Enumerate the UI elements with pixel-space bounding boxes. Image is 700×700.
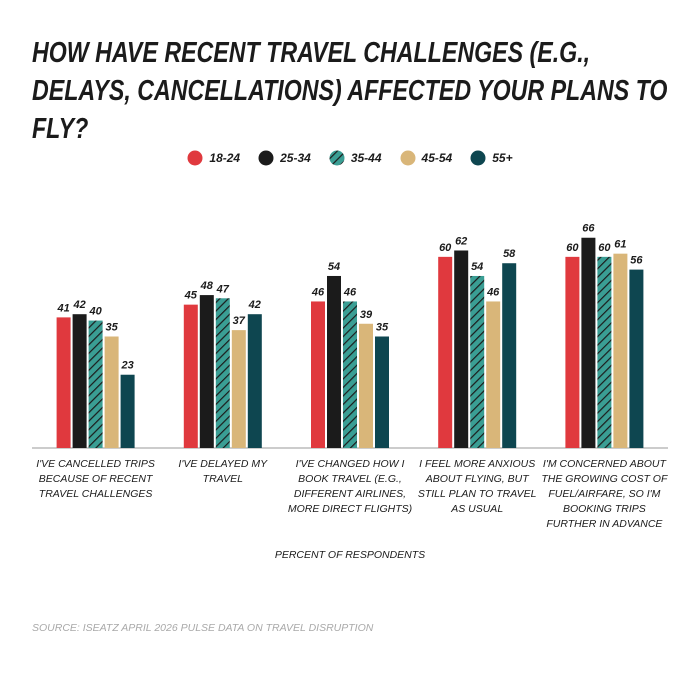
value-label: 46 bbox=[486, 286, 500, 298]
legend-marker bbox=[400, 150, 416, 166]
value-label: 60 bbox=[598, 242, 611, 254]
bar bbox=[502, 263, 517, 448]
legend-marker bbox=[329, 150, 345, 166]
value-label: 40 bbox=[88, 306, 102, 318]
legend-item: 18-24 bbox=[187, 150, 240, 166]
bar bbox=[311, 301, 325, 448]
legend-item: 55+ bbox=[470, 150, 513, 166]
value-label: 46 bbox=[311, 286, 325, 298]
bar bbox=[613, 253, 628, 448]
value-label: 37 bbox=[233, 315, 246, 327]
legend-marker-icon bbox=[329, 150, 345, 166]
bar bbox=[231, 330, 246, 448]
value-label: 42 bbox=[72, 299, 85, 311]
source-note: SOURCE: ISEATZ APRIL 2026 PULSE DATA ON … bbox=[32, 622, 374, 634]
bar bbox=[359, 323, 373, 448]
value-label: 54 bbox=[328, 261, 340, 273]
bar bbox=[486, 301, 501, 448]
value-label: 35 bbox=[105, 322, 118, 334]
legend-marker bbox=[258, 150, 274, 166]
legend-label: 45-54 bbox=[421, 151, 453, 165]
bar bbox=[56, 317, 71, 448]
bar bbox=[375, 336, 389, 448]
value-label: 66 bbox=[582, 223, 595, 235]
value-label: 45 bbox=[184, 290, 198, 302]
legend-item: 35-44 bbox=[329, 150, 382, 166]
legend-marker-icon bbox=[187, 150, 203, 166]
legend-marker-icon bbox=[400, 150, 416, 166]
x-tick-label: I'VE CHANGED HOW I BOOK TRAVEL (E.G., DI… bbox=[287, 458, 413, 515]
x-tick-label: I FEEL MORE ANXIOUS ABOUT FLYING, BUT ST… bbox=[417, 458, 537, 515]
value-label: 56 bbox=[630, 255, 643, 267]
legend-marker-icon bbox=[258, 150, 274, 166]
bar bbox=[72, 314, 87, 448]
value-label: 42 bbox=[248, 299, 261, 311]
legend-item: 45-54 bbox=[400, 150, 453, 166]
x-tick-label: I'VE DELAYED MY TRAVEL bbox=[178, 458, 268, 485]
bar bbox=[215, 298, 230, 448]
value-label: 62 bbox=[455, 235, 467, 247]
value-label: 61 bbox=[614, 239, 626, 251]
x-axis-label: PERCENT OF RESPONDENTS bbox=[274, 549, 426, 561]
value-label: 35 bbox=[376, 322, 389, 334]
value-label: 39 bbox=[360, 309, 373, 321]
value-label: 46 bbox=[343, 286, 357, 298]
bar bbox=[88, 320, 103, 448]
legend-label: 18-24 bbox=[209, 151, 241, 165]
legend-label: 25-34 bbox=[280, 151, 311, 165]
chart-title: HOW HAVE RECENT TRAVEL CHALLENGES (E.G.,… bbox=[32, 37, 668, 145]
legend-marker bbox=[187, 150, 203, 166]
value-label: 58 bbox=[503, 248, 516, 260]
bar bbox=[199, 295, 214, 448]
value-label: 54 bbox=[471, 261, 483, 273]
value-label: 60 bbox=[566, 242, 579, 254]
bar bbox=[438, 256, 453, 448]
value-label: 23 bbox=[120, 360, 133, 372]
value-label: 48 bbox=[200, 280, 214, 292]
bar bbox=[247, 314, 262, 448]
legend-label: 55+ bbox=[492, 151, 513, 165]
bar bbox=[120, 374, 135, 448]
bar bbox=[470, 275, 485, 448]
x-tick-label: I'VE CANCELLED TRIPS BECAUSE OF RECENT T… bbox=[36, 458, 155, 500]
x-tick-label: I'M CONCERNED ABOUT THE GROWING COST OF … bbox=[541, 458, 668, 530]
legend-marker-icon bbox=[470, 150, 486, 166]
bar bbox=[104, 336, 119, 448]
bar bbox=[343, 301, 357, 448]
value-label: 41 bbox=[56, 302, 69, 314]
legend-label: 35-44 bbox=[350, 151, 382, 165]
bar bbox=[183, 304, 198, 448]
value-label: 47 bbox=[216, 283, 230, 295]
legend-item: 25-34 bbox=[258, 150, 311, 166]
bar bbox=[597, 256, 612, 448]
bar bbox=[454, 250, 469, 448]
bar bbox=[629, 269, 644, 448]
bar bbox=[581, 237, 596, 448]
legend: 18-24 25-34 35-44 45-54 55+ bbox=[0, 150, 700, 166]
bar bbox=[565, 256, 580, 448]
bar bbox=[327, 275, 341, 448]
legend-marker bbox=[470, 150, 486, 166]
value-label: 60 bbox=[439, 242, 452, 254]
